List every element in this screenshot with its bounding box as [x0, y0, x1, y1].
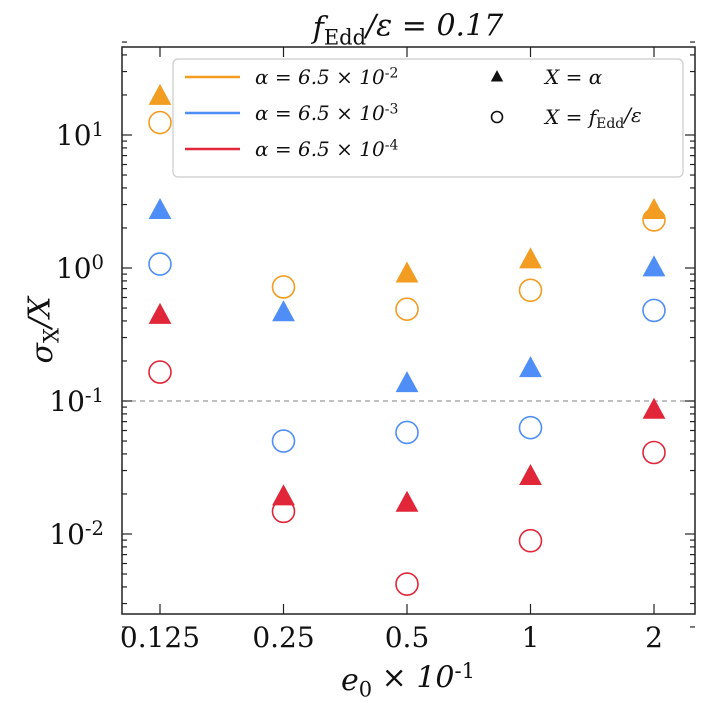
point-triangle--6-5-10-3-0.5 [395, 371, 419, 393]
point-triangle--6-5-10-4-1 [519, 464, 542, 486]
legend-triangle-marker [490, 70, 504, 82]
point-circle--6-5-10-3-0.25 [271, 429, 296, 453]
y-tick-label: 101 [56, 118, 104, 152]
x-tick-label: 0.25 [252, 621, 314, 654]
point-triangle--6-5-10-4-0.125 [148, 302, 172, 324]
point-circle--6-5-10-4-0.5 [395, 572, 419, 596]
x-tick-marks [159, 47, 655, 614]
legend-label: α = 6.5 × 10-4 [255, 137, 398, 161]
y-tick-label: 10-2 [49, 517, 104, 551]
y-tick-marks [122, 41, 695, 628]
point-circle--6-5-10-4-1 [518, 528, 543, 553]
legend-box [172, 58, 684, 178]
y-tick-label: 100 [56, 251, 104, 285]
point-triangle--6-5-10-3-0.25 [272, 300, 295, 322]
legend-label: α = 6.5 × 10-3 [255, 101, 398, 125]
point-circle--6-5-10-2-2 [642, 208, 666, 232]
legend-label: X = fEdd/ε [543, 103, 642, 132]
legend-circle-marker [490, 110, 504, 124]
legend: α = 6.5 × 10-2 α = 6.5 × 10-3 α = 6.5 × 10… [172, 58, 684, 178]
chart-title: fEdd/ε = 0.17 [311, 8, 504, 49]
point-triangle--6-5-10-2-1 [519, 247, 542, 269]
x-tick-label: 2 [645, 621, 663, 654]
data-points [148, 83, 666, 596]
point-circle--6-5-10-2-0.125 [148, 110, 172, 135]
point-triangle--6-5-10-2-0.5 [395, 261, 419, 283]
point-triangle--6-5-10-4-0.5 [395, 490, 419, 512]
point-circle--6-5-10-3-2 [642, 298, 666, 323]
point-triangle--6-5-10-3-2 [642, 255, 666, 277]
legend-label: X = α [543, 65, 603, 89]
point-triangle--6-5-10-3-1 [519, 356, 542, 378]
point-circle--6-5-10-4-2 [642, 440, 666, 465]
y-axis-label: σX/X [22, 295, 63, 364]
point-circle--6-5-10-3-0.125 [148, 252, 172, 276]
y-tick-labels: 10-2 10-1 100 101 [49, 118, 104, 551]
point-triangle--6-5-10-4-2 [642, 397, 666, 419]
point-circle--6-5-10-2-1 [518, 278, 543, 303]
x-tick-label: 0.5 [385, 621, 430, 654]
point-circle--6-5-10-4-0.125 [148, 360, 172, 384]
x-tick-label: 0.125 [120, 621, 200, 654]
x-axis-label: e0 × 10-1 [341, 659, 475, 701]
x-tick-labels: 0.125 0.25 0.5 1 2 [120, 621, 663, 654]
point-circle--6-5-10-3-0.5 [395, 420, 419, 445]
point-circle--6-5-10-3-1 [518, 415, 543, 440]
point-circle--6-5-10-2-0.25 [271, 275, 296, 299]
y-tick-label: 10-1 [49, 384, 104, 418]
point-circle--6-5-10-4-0.25 [271, 499, 296, 524]
point-triangle--6-5-10-3-0.125 [148, 198, 172, 220]
x-tick-label: 1 [522, 621, 540, 654]
point-circle--6-5-10-2-0.5 [395, 297, 419, 322]
point-triangle--6-5-10-4-0.25 [272, 484, 295, 506]
point-triangle--6-5-10-2-0.125 [148, 83, 172, 105]
legend-label: α = 6.5 × 10-2 [255, 65, 398, 89]
